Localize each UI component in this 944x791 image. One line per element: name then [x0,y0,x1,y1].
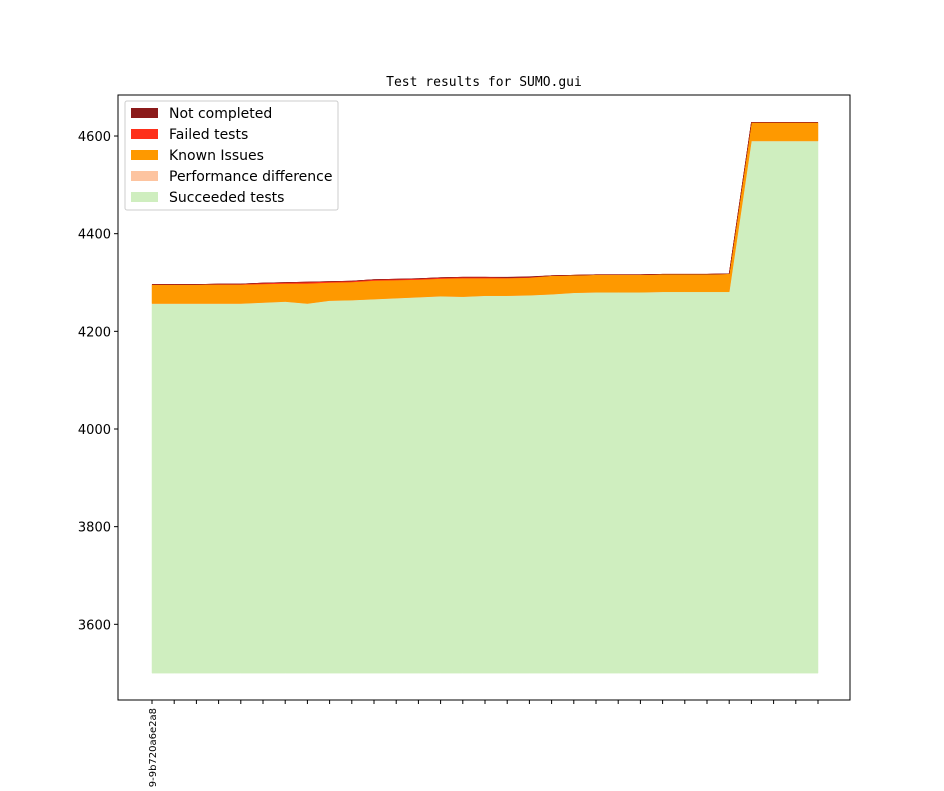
area-succeeded-tests [151,140,819,674]
legend-label: Not completed [169,106,272,122]
legend-swatch [131,192,158,202]
legend-label: Succeeded tests [169,190,284,206]
legend-label: Performance difference [169,169,332,185]
legend-swatch [131,150,158,160]
legend-swatch [131,171,158,181]
area-not-completed [152,122,818,285]
legend-label: Known Issues [169,148,264,164]
chart-title: Test results for SUMO.gui [386,75,582,90]
y-tick-label: 4600 [78,130,111,145]
x-tick-label: 9-9b720a6e2a8 [148,708,159,787]
y-tick-label: 4200 [78,325,111,340]
y-tick-label: 4400 [78,228,111,243]
legend-label: Failed tests [169,127,248,143]
legend-swatch [131,129,158,139]
legend: Not completed Failed tests Known Issues Per… [124,100,339,211]
legend-swatch [131,108,158,118]
legend-box [124,100,339,211]
y-tick-label: 3800 [78,521,111,536]
y-tick-label: 3600 [78,618,111,633]
plot-frame [117,94,851,701]
y-tick-label: 4000 [78,423,111,438]
